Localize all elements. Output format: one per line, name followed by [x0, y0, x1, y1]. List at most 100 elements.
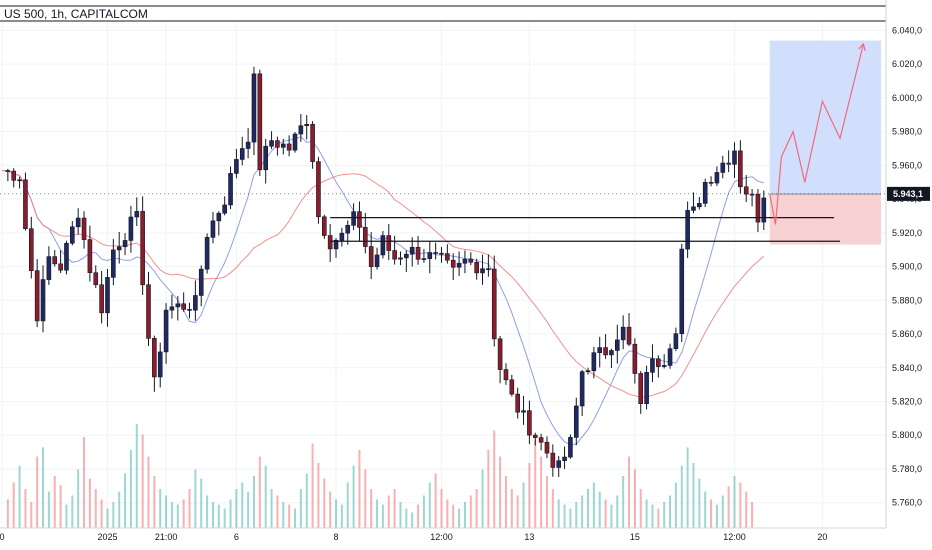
- volume-bar: [610, 504, 613, 528]
- candle-down: [87, 239, 93, 274]
- volume-bar: [739, 482, 742, 528]
- candle-down: [316, 161, 321, 218]
- candle-up: [351, 211, 356, 226]
- candle-up: [732, 150, 737, 165]
- volume-bar: [452, 504, 455, 528]
- volume-bar: [288, 504, 291, 528]
- volume-bar: [6, 499, 9, 528]
- volume-bar: [100, 499, 103, 528]
- candle-up: [245, 141, 251, 149]
- x-tick-label: 12:00: [723, 532, 746, 542]
- candle-down: [187, 309, 192, 311]
- projection-path: [769, 42, 866, 225]
- candle-up: [480, 268, 485, 274]
- candle-up: [134, 211, 140, 218]
- candle-down: [738, 150, 743, 188]
- candle-up: [404, 253, 409, 259]
- volume-bar: [727, 486, 730, 528]
- current-price-marker: 5.943,1: [0, 186, 930, 201]
- candle-up: [105, 277, 110, 314]
- candle-down: [99, 284, 104, 314]
- volume-bar: [569, 508, 572, 528]
- chart-title: US 500, 1h, CAPITALCOM: [4, 7, 148, 21]
- x-tick-label: 6: [234, 532, 239, 542]
- volume-bar: [276, 495, 279, 528]
- volume-bar: [458, 508, 461, 528]
- candle-down: [152, 338, 157, 378]
- volume-bar: [206, 495, 209, 528]
- volume-bar: [499, 456, 502, 528]
- candle-up: [573, 405, 579, 438]
- candle-down: [491, 268, 497, 340]
- candle-down: [439, 252, 444, 255]
- candle-down: [726, 162, 731, 165]
- candle-down: [527, 410, 532, 436]
- volume-bar: [428, 482, 431, 528]
- volume-bar: [252, 476, 255, 528]
- candle-up: [70, 226, 75, 244]
- volume-bar: [405, 508, 408, 528]
- target-zone: [769, 40, 881, 195]
- candle-up: [116, 246, 122, 251]
- candle-down: [392, 250, 397, 260]
- volume-bar: [534, 439, 537, 528]
- x-tick-label: 13: [524, 532, 534, 542]
- candle-up: [292, 133, 298, 151]
- candle-up: [667, 348, 673, 366]
- y-tick-label: 5.960,0: [892, 160, 922, 170]
- candle-up: [17, 179, 22, 182]
- candle-down: [497, 338, 503, 370]
- candle-down: [5, 170, 11, 172]
- candle-up: [714, 172, 720, 184]
- horizontal-levels: [330, 217, 840, 242]
- candle-down: [310, 123, 315, 162]
- volume-bar: [510, 489, 513, 528]
- volume-bar: [715, 504, 718, 528]
- candle-up: [679, 248, 685, 334]
- volume-bar: [24, 489, 27, 528]
- candle-down: [327, 235, 333, 250]
- volume-bar: [557, 499, 560, 528]
- candlesticks: [5, 66, 767, 478]
- volume-bar: [200, 478, 203, 528]
- volume-bar: [422, 495, 425, 528]
- price-axis[interactable]: 6.040,06.020,06.000,05.980,05.960,05.940…: [892, 25, 922, 507]
- volume-bar: [440, 489, 443, 528]
- volume-bar: [42, 447, 45, 528]
- x-tick-label: 15: [630, 532, 640, 542]
- x-tick-label: 20: [817, 532, 827, 542]
- candle-up: [263, 145, 269, 171]
- volume-bar: [745, 491, 748, 528]
- volume-bar: [176, 504, 179, 528]
- volume-bar: [399, 502, 402, 528]
- volume-bar: [522, 482, 525, 528]
- candle-up: [427, 252, 433, 259]
- candle-up: [163, 309, 169, 353]
- volume-bar: [311, 443, 314, 528]
- volume-bar: [481, 469, 484, 528]
- time-axis[interactable]: 0 2025 21:00 6 8 12:00 13 15 12:00 20: [0, 532, 827, 542]
- volume-bar: [282, 502, 285, 528]
- volume-bar: [417, 504, 420, 528]
- volume-bar: [18, 465, 21, 528]
- candle-down: [52, 256, 58, 265]
- volume-bar: [674, 482, 677, 528]
- volume-bar: [587, 489, 589, 528]
- candle-down: [140, 211, 145, 286]
- candle-up: [673, 333, 679, 349]
- volume-bar: [469, 495, 472, 528]
- candle-up: [568, 437, 573, 458]
- volume-bar: [733, 476, 736, 528]
- y-tick-label: 6.000,0: [892, 93, 922, 103]
- volume-bar: [364, 469, 367, 528]
- candle-up: [204, 237, 210, 270]
- candle-down: [81, 217, 87, 240]
- volume-bar: [12, 482, 15, 528]
- candle-up: [620, 326, 626, 341]
- volume-bar: [545, 476, 548, 528]
- candle-up: [280, 143, 286, 148]
- y-tick-label: 6.040,0: [892, 25, 922, 35]
- volume-bar: [751, 502, 754, 528]
- volume-bar: [153, 476, 156, 528]
